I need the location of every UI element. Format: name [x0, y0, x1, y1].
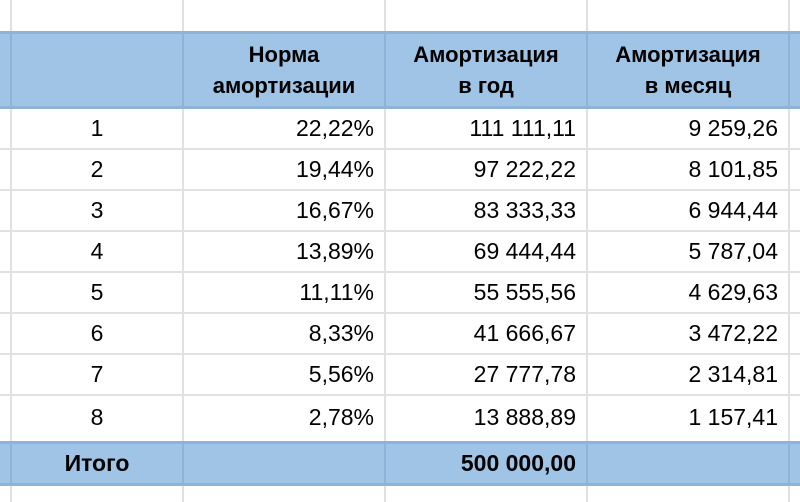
cell-per-month[interactable]: 2 314,81: [688, 361, 778, 387]
cell-per-year[interactable]: 13 888,89: [473, 403, 576, 430]
cell-year[interactable]: 2: [90, 156, 104, 182]
cell-rate[interactable]: 16,67%: [295, 197, 374, 223]
header-per-month[interactable]: Амортизация в месяц: [588, 34, 788, 106]
cell-per-year[interactable]: 111 111,11: [469, 115, 576, 141]
header-per-year-line2: в год: [458, 73, 514, 98]
cell-rate[interactable]: 11,11%: [299, 279, 374, 305]
cell-per-month[interactable]: 4 629,63: [688, 279, 778, 305]
cell-year[interactable]: 8: [90, 403, 104, 430]
header-rate-line2: амортизации: [212, 73, 356, 98]
total-row: [0, 441, 800, 486]
gridline-vertical: [586, 0, 588, 502]
cell-rate[interactable]: 5,56%: [308, 361, 374, 387]
gridline-horizontal: [0, 312, 800, 314]
header-row: [0, 31, 800, 109]
header-rate-line1: Норма: [248, 42, 320, 67]
cell-year[interactable]: 3: [90, 197, 104, 223]
cell-per-month[interactable]: 1 157,41: [688, 403, 778, 430]
gridline-vertical: [182, 0, 184, 502]
cell-year[interactable]: 1: [90, 115, 104, 141]
cell-per-month[interactable]: 9 259,26: [688, 115, 778, 141]
gridline-horizontal: [0, 230, 800, 232]
gridline-horizontal: [0, 271, 800, 273]
cell-per-year[interactable]: 69 444,44: [473, 238, 576, 264]
cell-per-month[interactable]: 3 472,22: [688, 320, 778, 346]
total-rate[interactable]: [184, 444, 384, 483]
cell-per-year[interactable]: 55 555,56: [473, 279, 576, 305]
total-per-month[interactable]: [588, 444, 788, 483]
cell-per-year[interactable]: 83 333,33: [473, 197, 576, 223]
total-label[interactable]: Итого: [64, 450, 130, 476]
cell-rate[interactable]: 22,22%: [295, 115, 374, 141]
gridline-horizontal: [0, 189, 800, 191]
cell-per-year[interactable]: 97 222,22: [473, 156, 576, 182]
cell-year[interactable]: 7: [90, 361, 104, 387]
gridline-vertical: [384, 0, 386, 502]
cell-year[interactable]: 4: [90, 238, 104, 264]
gridline-vertical: [788, 0, 790, 502]
header-per-year[interactable]: Амортизация в год: [386, 34, 586, 106]
cell-rate[interactable]: 13,89%: [295, 238, 374, 264]
cell-rate[interactable]: 8,33%: [308, 320, 374, 346]
cell-year[interactable]: 6: [90, 320, 104, 346]
gridline-vertical: [10, 0, 12, 502]
header-per-month-line1: Амортизация: [615, 42, 761, 67]
gridline-horizontal: [0, 353, 800, 355]
header-per-month-line2: в месяц: [644, 73, 732, 98]
cell-per-month[interactable]: 6 944,44: [688, 197, 778, 223]
gridline-horizontal: [0, 394, 800, 396]
header-rate[interactable]: Норма амортизации: [184, 34, 384, 106]
gridline-horizontal: [0, 148, 800, 150]
cell-rate[interactable]: 19,44%: [295, 156, 374, 182]
cell-per-month[interactable]: 8 101,85: [688, 156, 778, 182]
total-per-year[interactable]: 500 000,00: [460, 450, 576, 476]
cell-rate[interactable]: 2,78%: [308, 403, 374, 430]
cell-per-month[interactable]: 5 787,04: [688, 238, 778, 264]
header-per-year-line1: Амортизация: [413, 42, 559, 67]
cell-per-year[interactable]: 27 777,78: [473, 361, 576, 387]
cell-year[interactable]: 5: [90, 279, 104, 305]
cell-per-year[interactable]: 41 666,67: [473, 320, 576, 346]
